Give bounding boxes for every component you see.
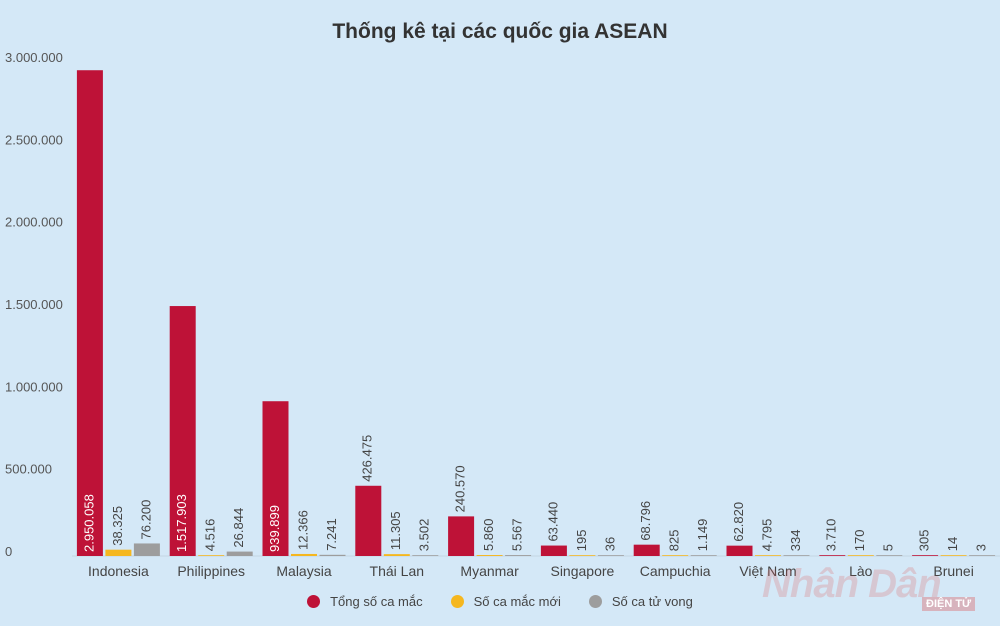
data-label: 2.950.058	[81, 494, 96, 552]
bar[interactable]	[690, 555, 717, 556]
bar[interactable]	[383, 554, 410, 556]
data-label: 334	[788, 529, 803, 551]
legend-label-new: Số ca mắc mới	[473, 594, 561, 609]
data-label: 305	[917, 529, 932, 551]
bar[interactable]	[133, 543, 160, 556]
bar[interactable]	[448, 516, 475, 556]
data-label: 62.820	[731, 502, 746, 542]
bar[interactable]	[726, 545, 753, 556]
data-label: 63.440	[545, 502, 560, 542]
bar[interactable]	[105, 549, 132, 556]
category-label: Myanmar	[460, 563, 519, 579]
data-label: 4.795	[759, 519, 774, 552]
bar[interactable]	[76, 70, 103, 556]
data-label: 76.200	[138, 500, 153, 540]
bar[interactable]	[319, 554, 346, 556]
data-label: 11.305	[388, 511, 403, 550]
data-label: 5.567	[510, 519, 525, 552]
data-label: 1.517.903	[174, 494, 189, 552]
bar[interactable]	[597, 555, 624, 556]
data-label: 3	[974, 544, 989, 551]
bar[interactable]	[198, 555, 225, 556]
data-label: 14	[945, 537, 960, 551]
data-label: 68.796	[638, 501, 653, 541]
bar[interactable]	[169, 306, 196, 556]
bar[interactable]	[633, 544, 660, 556]
data-label: 7.241	[324, 518, 339, 551]
category-label: Indonesia	[88, 563, 149, 579]
category-label: Philippines	[177, 563, 245, 579]
watermark-logo: Nhân Dân	[762, 562, 942, 606]
labels-layer: Indonesia 2.950.058 38.325 76.200 Philippine…	[81, 435, 988, 579]
legend: Tổng số ca mắc Số ca mắc mới Số ca tử vo…	[0, 594, 1000, 609]
y-tick-label: 2.000.000	[5, 215, 63, 230]
bar[interactable]	[940, 555, 967, 556]
bar[interactable]	[476, 555, 503, 556]
data-label: 4.516	[203, 519, 218, 552]
bar[interactable]	[847, 555, 874, 556]
watermark-badge: ĐIỆN TỬ	[922, 597, 976, 611]
legend-label-deaths: Số ca tử vong	[611, 594, 693, 609]
legend-swatch-total	[307, 595, 321, 608]
bar[interactable]	[569, 555, 596, 556]
bar[interactable]	[755, 555, 781, 556]
data-label: 26.844	[231, 508, 246, 548]
axis-layer: 0 500.000 1.000.000 1.500.000 2.000.000 2.500…	[5, 50, 1000, 559]
bars-layer	[76, 70, 996, 556]
bar[interactable]	[412, 555, 439, 556]
y-tick-label: 1.500.000	[5, 297, 63, 312]
data-label: 825	[667, 529, 682, 551]
y-tick-label: 500.000	[5, 462, 52, 477]
bar[interactable]	[969, 555, 996, 556]
data-label: 38.325	[110, 506, 125, 546]
legend-item-new-cases[interactable]: Số ca mắc mới	[450, 594, 561, 609]
bar[interactable]	[819, 555, 846, 556]
bar[interactable]	[540, 545, 567, 556]
legend-item-deaths[interactable]: Số ca tử vong	[588, 594, 693, 609]
bar[interactable]	[505, 555, 532, 556]
y-tick-label: 2.500.000	[5, 132, 63, 147]
legend-swatch-deaths	[588, 595, 602, 608]
bar[interactable]	[783, 555, 810, 556]
data-label: 939.899	[267, 505, 282, 552]
data-label: 1.149	[695, 519, 710, 552]
bar[interactable]	[291, 553, 317, 556]
data-label: 170	[852, 529, 867, 551]
legend-item-total-cases[interactable]: Tổng số ca mắc	[307, 594, 423, 609]
data-label: 195	[574, 529, 589, 551]
bar[interactable]	[262, 401, 289, 556]
data-label: 426.475	[360, 435, 375, 482]
category-label: Việt Nam	[739, 563, 796, 579]
data-label: 5.860	[481, 518, 496, 551]
y-tick-label: 1.000.000	[5, 379, 63, 394]
category-label: Malaysia	[276, 563, 331, 579]
category-label: Campuchia	[640, 563, 711, 579]
category-label: Lào	[849, 563, 873, 579]
y-tick-label: 0	[5, 544, 12, 559]
bar[interactable]	[912, 555, 939, 556]
data-label: 3.502	[417, 519, 432, 552]
data-label: 36	[602, 537, 617, 551]
bar[interactable]	[662, 555, 689, 556]
bar[interactable]	[226, 551, 253, 556]
category-label: Singapore	[550, 563, 614, 579]
data-label: 5	[881, 544, 896, 551]
bar[interactable]	[876, 555, 903, 556]
data-label: 240.570	[453, 465, 468, 512]
chart-title: Thống kê tại các quốc gia ASEAN	[332, 20, 668, 43]
category-label: Brunei	[933, 563, 973, 579]
category-label: Thái Lan	[370, 563, 424, 579]
legend-label-total: Tổng số ca mắc	[330, 594, 423, 609]
bar[interactable]	[355, 485, 382, 556]
y-tick-label: 3.000.000	[5, 50, 63, 65]
data-label: 3.710	[824, 519, 839, 552]
legend-swatch-new	[450, 595, 464, 608]
data-label: 12.366	[295, 510, 310, 550]
